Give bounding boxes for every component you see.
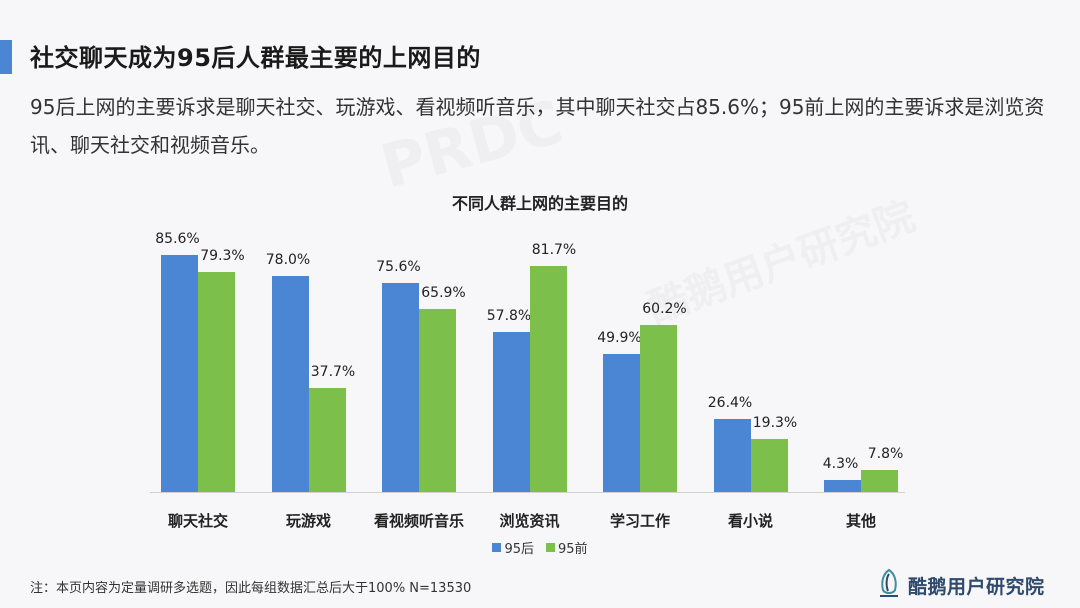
category-label: 玩游戏 bbox=[285, 512, 332, 530]
data-label: 79.3% bbox=[200, 248, 245, 265]
bar-95qian bbox=[419, 309, 456, 492]
category-label: 其他 bbox=[845, 512, 877, 530]
title-accent-bar bbox=[0, 40, 12, 74]
data-label: 85.6% bbox=[155, 230, 200, 247]
bar-95hou bbox=[382, 282, 419, 492]
legend-label: 95前 bbox=[558, 542, 588, 557]
bar-95hou bbox=[824, 480, 861, 492]
bar-95hou bbox=[161, 254, 198, 492]
category-label: 浏览资讯 bbox=[499, 512, 560, 530]
data-label: 57.8% bbox=[486, 307, 532, 324]
bar-95hou bbox=[713, 418, 751, 492]
bar-95qian bbox=[861, 470, 898, 492]
data-label: 4.3% bbox=[822, 456, 859, 473]
bar-95hou bbox=[271, 275, 309, 492]
data-label: 75.6% bbox=[376, 258, 421, 275]
legend-label: 95后 bbox=[504, 542, 534, 557]
data-label: 26.4% bbox=[707, 394, 753, 411]
x-axis-line bbox=[150, 492, 905, 493]
data-label: 7.8% bbox=[867, 446, 904, 463]
page-subtitle: 95后上网的主要诉求是聊天社交、玩游戏、看视频听音乐，其中聊天社交占85.6%；… bbox=[30, 95, 1045, 157]
legend-item-95hou: 95后 bbox=[492, 538, 534, 557]
legend-swatch-green bbox=[546, 543, 555, 552]
category-label: 聊天社交 bbox=[167, 512, 229, 530]
data-label: 19.3% bbox=[752, 414, 798, 431]
legend-item-95qian: 95前 bbox=[546, 538, 588, 557]
data-label: 60.2% bbox=[642, 301, 687, 318]
bar-95hou bbox=[492, 331, 530, 492]
data-label: 37.7% bbox=[310, 363, 356, 380]
category-label: 学习工作 bbox=[609, 512, 671, 530]
bar-95hou bbox=[603, 353, 640, 492]
category-label: 看视频听音乐 bbox=[373, 512, 465, 530]
chart-title: 不同人群上网的主要目的 bbox=[451, 194, 628, 213]
data-label: 81.7% bbox=[531, 241, 577, 258]
category-label: 看小说 bbox=[727, 512, 774, 530]
logo-text: 酷鹅用户研究院 bbox=[908, 575, 1045, 598]
page-title: 社交聊天成为95后人群最主要的上网目的 bbox=[30, 44, 481, 72]
bar-95qian bbox=[640, 325, 677, 492]
brand-logo: 酷鹅用户研究院 bbox=[876, 568, 1045, 602]
penguin-logo-icon bbox=[876, 568, 902, 602]
data-label: 49.9% bbox=[597, 329, 642, 346]
bar-95qian bbox=[198, 272, 235, 492]
bar-95qian bbox=[529, 265, 567, 492]
chart-legend: 95后 95前 bbox=[0, 538, 1080, 557]
footnote: 注：本页内容为定量调研多选题，因此每组数据汇总后大于100% N=13530 bbox=[30, 581, 472, 596]
bar-95qian bbox=[308, 387, 346, 492]
data-label: 65.9% bbox=[421, 285, 466, 302]
bar-95qian bbox=[750, 438, 788, 492]
legend-swatch-blue bbox=[492, 543, 502, 552]
data-label: 78.0% bbox=[265, 251, 311, 268]
